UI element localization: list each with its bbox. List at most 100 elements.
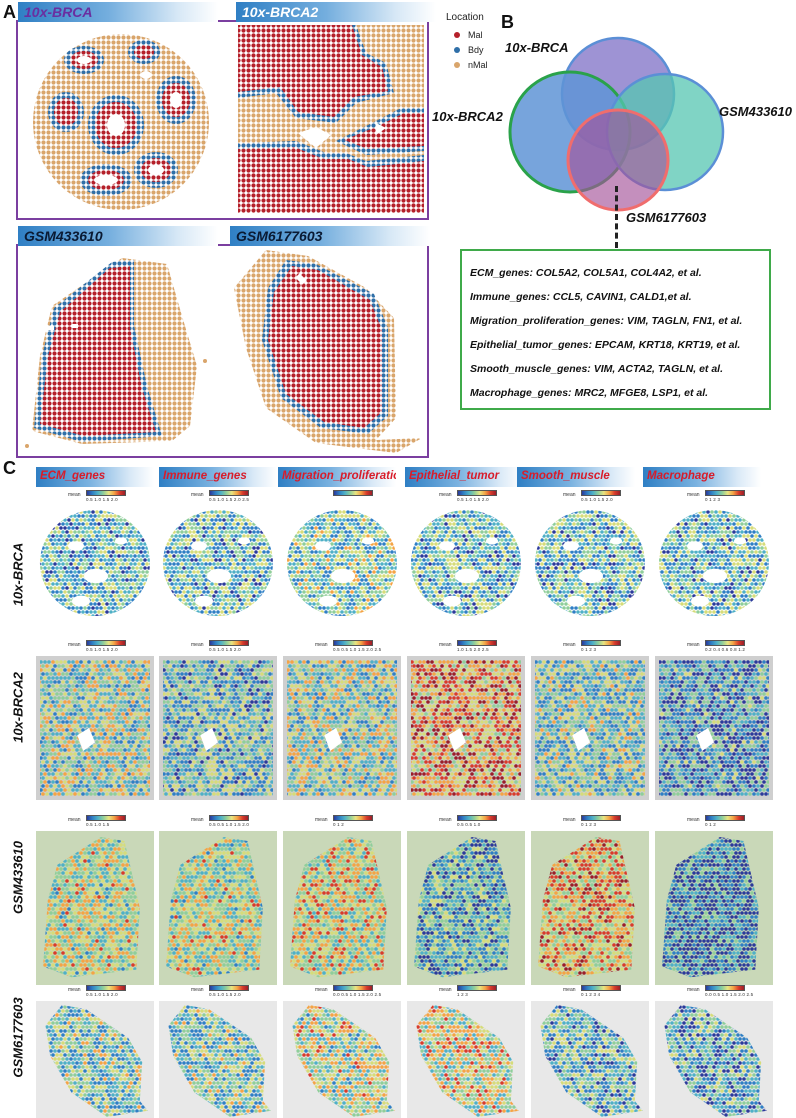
score-map-0-1: mean 0.5 1.0 1.5 2.0 2.5 — [157, 490, 279, 624]
score-map-image — [655, 1001, 773, 1118]
legend-title: Location — [446, 12, 488, 23]
score-map-2-0: mean 0.5 1.0 1.5 — [34, 815, 156, 989]
score-map-2-1: mean 0.5 0.5 1.0 1.5 2.0 — [157, 815, 279, 989]
colorbar-ticks: 0 1 2 3 — [705, 497, 720, 502]
tissue-map-10x-brca2 — [238, 25, 424, 213]
panel-a-letter: A — [3, 2, 16, 23]
score-map-0-4: mean 0.5 1.0 1.5 2.0 — [529, 490, 651, 624]
legend-label-mal: Mal — [468, 30, 483, 40]
venn-label-10x-brca2: 10x-BRCA2 — [432, 109, 503, 124]
colorbar-ticks: 0.5 1.0 1.5 2.0 2.5 — [209, 497, 249, 502]
score-map-image — [531, 831, 649, 985]
score-map-image — [283, 1001, 401, 1118]
colorbar-label: mean — [68, 642, 81, 648]
colorbar-ticks: 0.5 0.5 1.0 1.5 2.0 2.5 — [333, 647, 381, 652]
colorbar-label: mean — [563, 987, 576, 993]
colorbar-ticks: 0.5 1.0 1.5 2.0 — [457, 497, 489, 502]
colorbar-ticks: 0.5 1.0 1.5 2.0 — [86, 647, 118, 652]
colorbar-label: mean — [563, 492, 576, 498]
colorbar-label: mean — [687, 817, 700, 823]
score-map-3-4: mean 0 1 2 3 4 — [529, 985, 651, 1118]
location-legend: Location Mal Bdy nMal — [446, 12, 488, 72]
score-map-3-3: mean 1 2 3 — [405, 985, 527, 1118]
colorbar-label: mean — [687, 642, 700, 648]
colorbar-label: mean — [439, 817, 452, 823]
colorbar-label: mean — [315, 987, 328, 993]
colorbar — [86, 815, 126, 821]
score-map-image — [283, 831, 401, 985]
row-label-10x-brca2: 10x-BRCA2 — [11, 643, 26, 773]
score-map-0-2 — [281, 490, 403, 624]
colorbar-label: mean — [191, 817, 204, 823]
colorbar — [457, 490, 497, 496]
colorbar — [209, 640, 249, 646]
colorbar-ticks: 0.5 0.5 1.0 1.5 2.0 — [209, 822, 249, 827]
colorbar-label: mean — [315, 642, 328, 648]
score-map-1-4: mean 0 1 2 3 — [529, 640, 651, 804]
column-header-smooth-muscle: Smooth_muscle — [517, 467, 635, 487]
gene-set-epithelial: Epithelial_tumor_genes: EPCAM, KRT18, KR… — [470, 333, 761, 357]
colorbar-ticks: 0 1 2 3 — [581, 647, 596, 652]
colorbar — [581, 490, 621, 496]
score-map-1-1: mean 0.5 1.0 1.5 2.0 — [157, 640, 279, 804]
legend-swatch-bdy — [454, 46, 460, 53]
score-map-image — [407, 831, 525, 985]
score-map-image — [283, 506, 401, 620]
colorbar-label: mean — [191, 492, 204, 498]
row-label-gsm433610: GSM433610 — [11, 813, 26, 943]
score-map-0-5: mean 0 1 2 3 — [653, 490, 775, 624]
colorbar — [333, 640, 373, 646]
colorbar — [705, 490, 745, 496]
tissue-map-gsm6177603 — [234, 250, 422, 453]
score-map-image — [159, 506, 277, 620]
column-header-migration: Migration_proliferation — [278, 467, 396, 487]
tissue-map-gsm433610 — [25, 258, 207, 448]
colorbar-label: mean — [68, 492, 81, 498]
venn-connector-line — [615, 186, 618, 248]
colorbar-label: mean — [191, 987, 204, 993]
score-map-image — [531, 506, 649, 620]
colorbar-ticks: 0 1 2 3 4 — [581, 992, 600, 997]
column-header-immune: Immune_genes — [159, 467, 277, 487]
gene-set-box: ECM_genes: COL5A2, COL5A1, COL4A2, et al… — [460, 249, 771, 410]
venn-diagram — [508, 36, 725, 212]
legend-item-bdy: Bdy — [446, 42, 488, 57]
colorbar-ticks: 0.5 1.0 1.5 — [86, 822, 109, 827]
panel-a-top-frame — [16, 20, 429, 220]
score-map-1-5: mean 0.2 0.4 0.6 0.8 1.2 — [653, 640, 775, 804]
tile-title-10x-brca2: 10x-BRCA2 — [236, 2, 436, 22]
colorbar-ticks: 0 1 2 — [705, 822, 716, 827]
colorbar — [209, 490, 249, 496]
colorbar — [333, 815, 373, 821]
venn-circle-gsm6177603 — [566, 108, 670, 212]
colorbar — [581, 985, 621, 991]
colorbar-label: mean — [687, 987, 700, 993]
score-map-1-3: mean 1.0 1.5 2.0 2.5 — [405, 640, 527, 804]
colorbar-label: mean — [563, 817, 576, 823]
score-map-image — [531, 656, 649, 800]
colorbar-ticks: 0.0 0.5 1.0 1.5 2.0 2.5 — [705, 992, 753, 997]
colorbar — [581, 815, 621, 821]
gene-set-smooth-muscle: Smooth_muscle_genes: VIM, ACTA2, TAGLN, … — [470, 357, 761, 381]
colorbar-label: mean — [439, 987, 452, 993]
colorbar-ticks: 0.5 1.0 1.5 2.0 — [86, 497, 118, 502]
colorbar-ticks: 0.5 1.0 1.5 2.0 — [86, 992, 118, 997]
score-map-image — [283, 656, 401, 800]
row-label-10x-brca: 10x-BRCA — [11, 510, 26, 640]
score-map-3-2: mean 0.0 0.5 1.0 1.5 2.0 2.5 — [281, 985, 403, 1118]
tile-title-gsm6177603: GSM6177603 — [230, 226, 430, 246]
score-map-3-0: mean 0.5 1.0 1.5 2.0 — [34, 985, 156, 1118]
colorbar — [209, 815, 249, 821]
colorbar — [457, 815, 497, 821]
colorbar-label: mean — [687, 492, 700, 498]
score-map-image — [655, 506, 773, 620]
legend-item-nmal: nMal — [446, 57, 488, 72]
tile-title-gsm433610: GSM433610 — [18, 226, 218, 246]
score-map-3-1: mean 0.5 1.0 1.5 2.0 — [157, 985, 279, 1118]
venn-label-gsm6177603: GSM6177603 — [626, 210, 706, 225]
venn-label-gsm433610: GSM433610 — [719, 104, 792, 119]
score-map-image — [407, 506, 525, 620]
score-map-image — [36, 506, 154, 620]
colorbar — [457, 985, 497, 991]
legend-label-nmal: nMal — [468, 60, 488, 70]
